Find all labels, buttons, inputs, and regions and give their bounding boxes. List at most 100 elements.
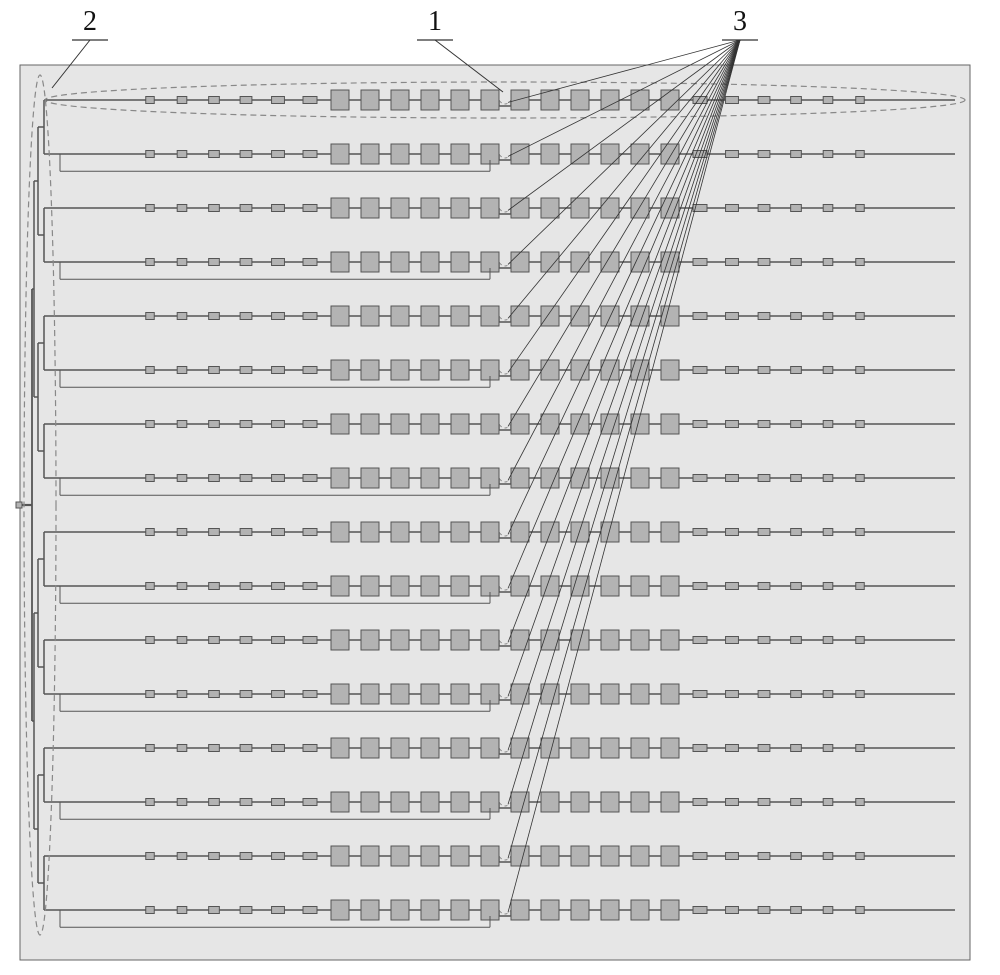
patch-large xyxy=(571,90,589,110)
patch-large xyxy=(361,792,379,812)
patch-small xyxy=(791,421,802,428)
patch-large xyxy=(511,468,529,488)
patch-large xyxy=(361,198,379,218)
patch-small xyxy=(726,529,739,536)
patch-large xyxy=(631,522,649,542)
patch-small xyxy=(209,313,220,320)
patch-large xyxy=(361,900,379,920)
patch-small xyxy=(177,583,187,590)
patch-large xyxy=(361,630,379,650)
patch-small xyxy=(303,691,317,698)
patch-small xyxy=(823,205,833,212)
patch-small xyxy=(303,205,317,212)
patch-large xyxy=(451,198,469,218)
patch-large xyxy=(421,144,439,164)
patch-large xyxy=(331,252,349,272)
patch-small xyxy=(856,97,865,104)
patch-large xyxy=(451,738,469,758)
patch-large xyxy=(451,900,469,920)
patch-small xyxy=(146,799,155,806)
patch-small xyxy=(272,475,285,482)
patch-large xyxy=(331,198,349,218)
patch-small xyxy=(177,529,187,536)
patch-small xyxy=(693,313,707,320)
patch-large xyxy=(601,198,619,218)
patch-small xyxy=(791,745,802,752)
patch-large xyxy=(661,900,679,920)
patch-large xyxy=(571,144,589,164)
patch-small xyxy=(272,151,285,158)
patch-small xyxy=(726,583,739,590)
patch-large xyxy=(421,522,439,542)
patch-small xyxy=(272,529,285,536)
patch-small xyxy=(823,367,833,374)
patch-large xyxy=(391,738,409,758)
patch-small xyxy=(303,529,317,536)
patch-small xyxy=(726,259,739,266)
patch-small xyxy=(177,259,187,266)
patch-large xyxy=(631,900,649,920)
patch-large xyxy=(571,684,589,704)
patch-small xyxy=(726,421,739,428)
patch-small xyxy=(856,583,865,590)
patch-small xyxy=(856,367,865,374)
patch-small xyxy=(146,745,155,752)
patch-small xyxy=(146,691,155,698)
patch-small xyxy=(758,853,770,860)
patch-small xyxy=(758,259,770,266)
patch-large xyxy=(661,522,679,542)
patch-small xyxy=(240,151,252,158)
patch-large xyxy=(601,522,619,542)
patch-large xyxy=(451,522,469,542)
patch-small xyxy=(209,637,220,644)
patch-large xyxy=(421,792,439,812)
patch-large xyxy=(481,846,499,866)
patch-small xyxy=(177,907,187,914)
patch-small xyxy=(758,907,770,914)
patch-small xyxy=(303,151,317,158)
patch-large xyxy=(541,252,559,272)
patch-large xyxy=(661,684,679,704)
patch-small xyxy=(693,853,707,860)
patch-small xyxy=(177,637,187,644)
patch-large xyxy=(451,144,469,164)
patch-large xyxy=(661,630,679,650)
patch-large xyxy=(361,846,379,866)
patch-small xyxy=(726,151,739,158)
patch-small xyxy=(823,637,833,644)
patch-small xyxy=(146,259,155,266)
patch-small xyxy=(693,475,707,482)
patch-large xyxy=(601,144,619,164)
patch-small xyxy=(303,799,317,806)
patch-large xyxy=(601,252,619,272)
patch-small xyxy=(240,421,252,428)
patch-large xyxy=(541,198,559,218)
patch-large xyxy=(541,468,559,488)
patch-small xyxy=(303,367,317,374)
patch-small xyxy=(272,907,285,914)
patch-small xyxy=(146,637,155,644)
patch-small xyxy=(856,421,865,428)
patch-small xyxy=(726,97,739,104)
patch-large xyxy=(541,522,559,542)
patch-large xyxy=(541,306,559,326)
patch-small xyxy=(240,907,252,914)
patch-large xyxy=(421,576,439,596)
patch-large xyxy=(601,306,619,326)
patch-small xyxy=(823,97,833,104)
patch-small xyxy=(823,259,833,266)
patch-small xyxy=(823,475,833,482)
patch-small xyxy=(856,691,865,698)
patch-small xyxy=(303,637,317,644)
patch-large xyxy=(571,630,589,650)
patch-large xyxy=(421,360,439,380)
patch-small xyxy=(758,367,770,374)
patch-large xyxy=(661,90,679,110)
patch-large xyxy=(511,360,529,380)
patch-small xyxy=(791,151,802,158)
patch-large xyxy=(421,468,439,488)
patch-small xyxy=(758,205,770,212)
patch-small xyxy=(823,907,833,914)
patch-large xyxy=(631,630,649,650)
patch-large xyxy=(331,792,349,812)
